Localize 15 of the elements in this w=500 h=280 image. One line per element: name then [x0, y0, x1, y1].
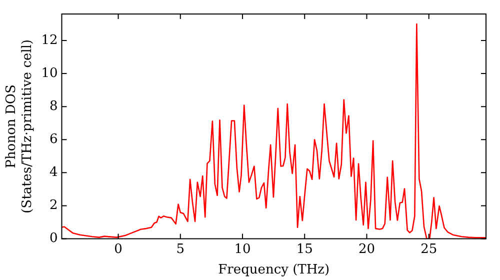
- y-tick-label: 12: [41, 32, 58, 48]
- y-tick-label: 10: [41, 66, 58, 81]
- x-tick-label: 5: [176, 242, 185, 257]
- y-tick-label: 6: [49, 132, 58, 147]
- y-tick-label: 4: [49, 165, 58, 180]
- y-tick-label: 8: [49, 98, 58, 114]
- x-tick-label: 20: [358, 242, 376, 257]
- x-tick-label: 0: [114, 242, 122, 257]
- x-tick-label: 10: [234, 242, 251, 257]
- x-tick-label: 25: [420, 242, 438, 257]
- y-tick-label: 2: [49, 198, 58, 214]
- y-tick-label: 0: [49, 231, 58, 246]
- x-tick-label: 15: [296, 242, 313, 257]
- x-axis-title: Frequency (THz): [218, 262, 330, 278]
- y-axis-title: Phonon DOS (States/THz·primitive cell): [4, 39, 35, 214]
